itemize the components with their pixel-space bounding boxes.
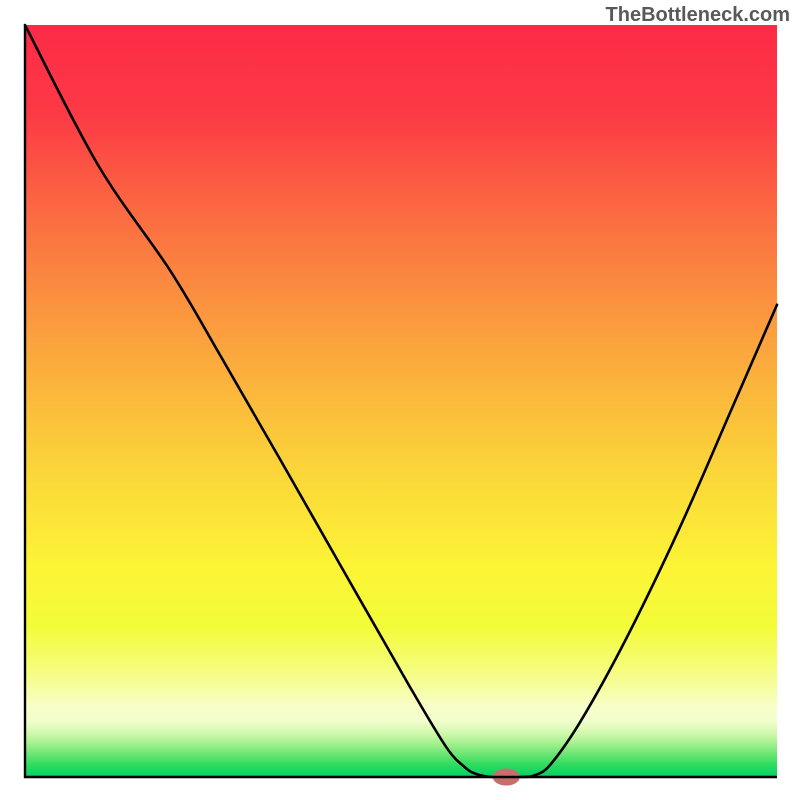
- watermark-text: TheBottleneck.com: [606, 4, 790, 27]
- bottleneck-chart: [0, 0, 800, 800]
- chart-background: [25, 25, 777, 777]
- chart-container: TheBottleneck.com: [0, 0, 800, 800]
